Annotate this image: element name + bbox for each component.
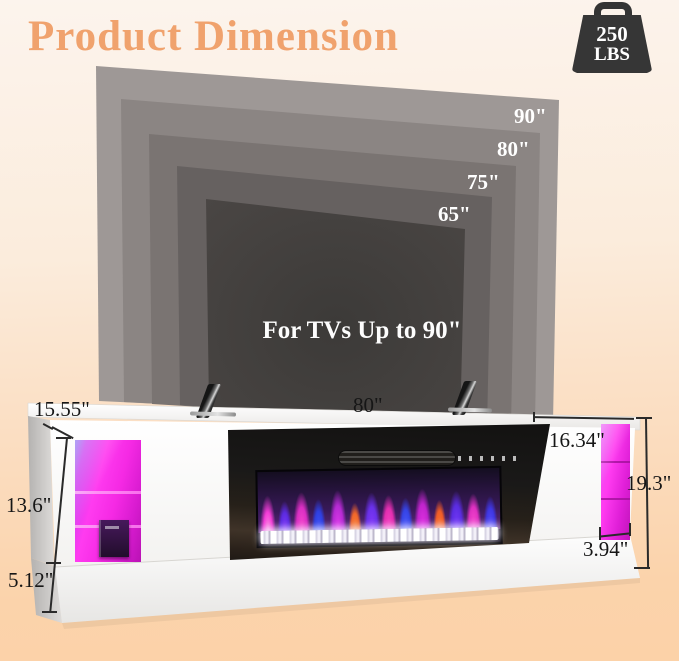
tv-size-label-90: 90" (514, 104, 547, 128)
glass-reflection (75, 440, 141, 562)
dimension-label-top-section-width: 16.34" (549, 428, 605, 452)
dimension-label-total-height: 19.3" (626, 471, 672, 495)
dimension-tick (46, 562, 61, 564)
dimension-tick (533, 412, 535, 422)
crystal-bed (260, 526, 499, 545)
cabinet-decor-item (99, 520, 129, 557)
floor-shadow (62, 578, 640, 629)
electric-fireplace-insert (255, 465, 503, 549)
fireplace-compartment (228, 424, 550, 560)
dimension-label-width: 80" (353, 393, 383, 417)
tv-size-label-65: 65" (438, 202, 471, 226)
dimension-label-base-height: 5.12" (8, 568, 54, 592)
touch-controls (458, 456, 520, 461)
dimension-tick (634, 567, 650, 569)
stand-top-surface (27, 402, 641, 431)
dimension-tick (629, 523, 631, 536)
led-cabinet-left (75, 440, 141, 562)
tv-compatibility-caption: For TVs Up to 90" (262, 317, 462, 344)
led-cabinet-right (601, 424, 630, 540)
flame-display (257, 467, 501, 534)
weight-value: 250 (596, 21, 628, 46)
dimension-label-cabinet-height: 13.6" (6, 493, 52, 517)
heater-vent (338, 450, 456, 466)
dimension-tick (636, 417, 652, 419)
cabinet-shelf (601, 498, 630, 501)
weight-unit: LBS (594, 43, 630, 65)
dimension-tick (56, 437, 71, 439)
dimension-tick (42, 611, 57, 613)
cabinet-shelf (75, 491, 141, 495)
glass-reflection (601, 424, 630, 540)
dimension-tick (599, 527, 601, 540)
page-title: Product Dimension (28, 13, 399, 60)
weight-capacity-badge: 250 LBS (572, 15, 652, 73)
dimension-label-depth: 15.55" (34, 397, 90, 421)
stand-left-side (28, 416, 54, 566)
dimension-label-led-cabinet-width: 3.94" (583, 537, 629, 561)
stand-base (55, 535, 640, 623)
cabinet-shelf (601, 461, 630, 464)
tv-size-label-75: 75" (467, 170, 500, 194)
tv-size-label-80: 80" (497, 137, 530, 161)
tv-screen (206, 199, 465, 429)
